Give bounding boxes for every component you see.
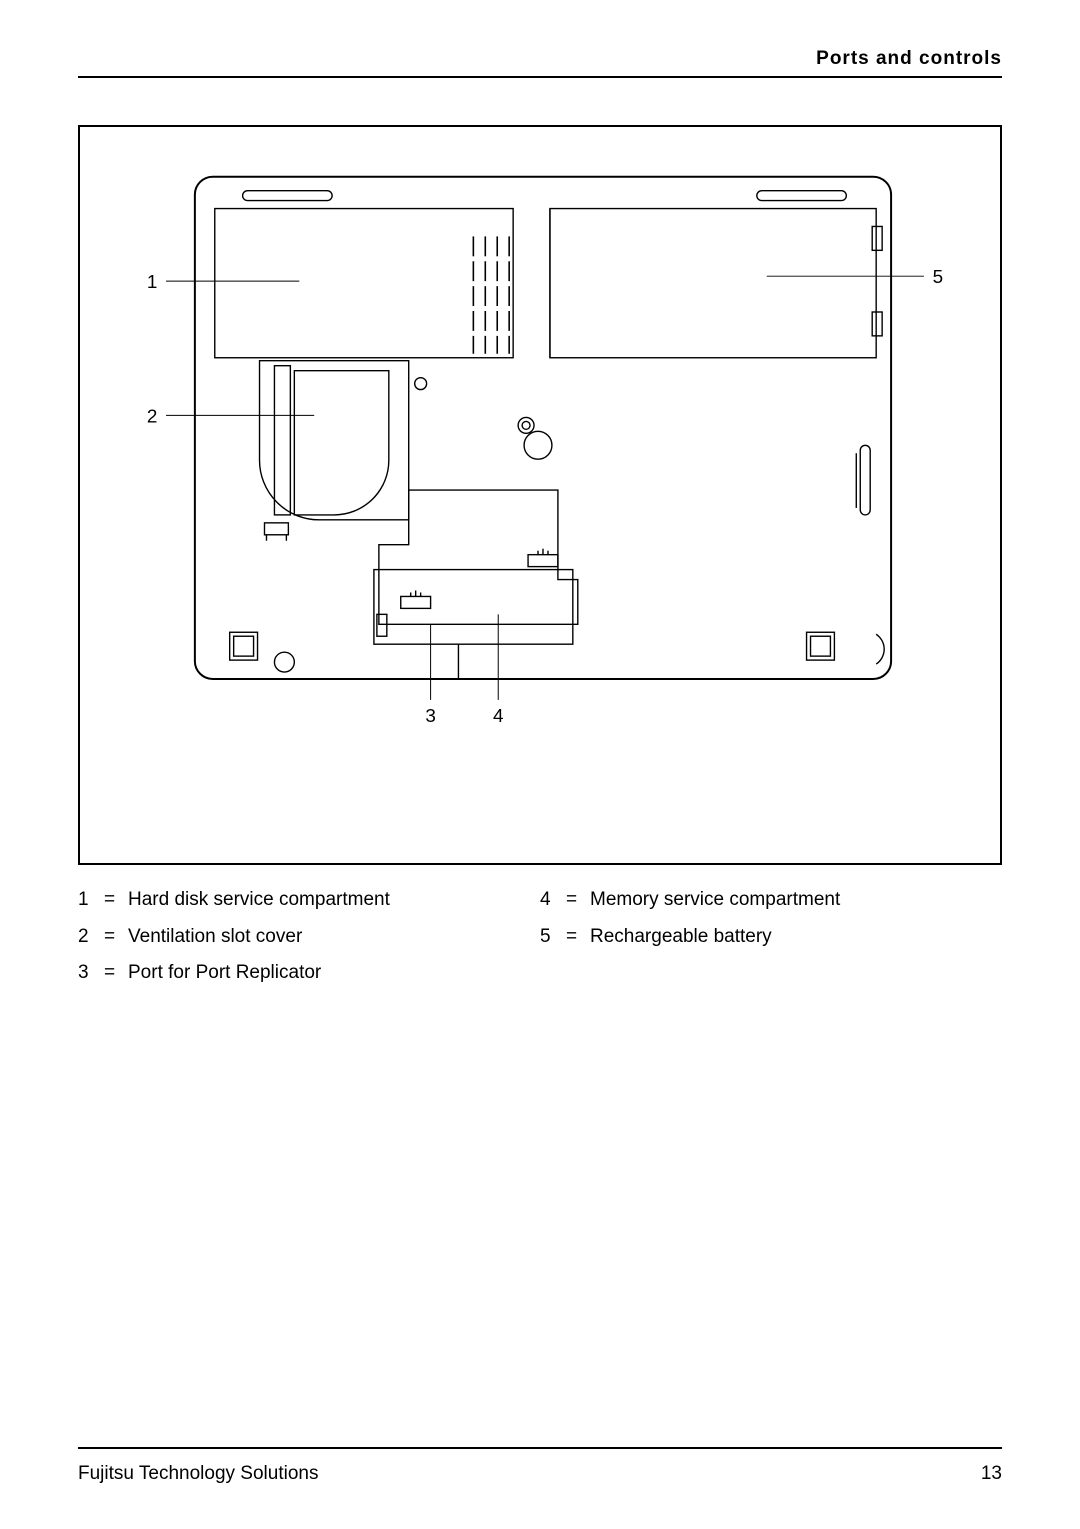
legend-number: 4	[540, 886, 566, 915]
legend-number: 1	[78, 886, 104, 915]
legend-equals: =	[566, 886, 590, 915]
legend-number: 5	[540, 923, 566, 952]
legend-text: Memory service compartment	[590, 886, 1002, 915]
legend-equals: =	[104, 959, 128, 988]
page-header: Ports and controls	[78, 48, 1002, 78]
legend-item: 2 = Ventilation slot cover	[78, 923, 540, 952]
page-footer: Fujitsu Technology Solutions 13	[78, 1447, 1002, 1485]
footer-company: Fujitsu Technology Solutions	[78, 1463, 318, 1485]
section-title: Ports and controls	[816, 48, 1002, 70]
legend-left-column: 1 = Hard disk service compartment 2 = Ve…	[78, 886, 540, 996]
legend-equals: =	[566, 923, 590, 952]
callout-4: 4	[493, 706, 504, 727]
legend-equals: =	[104, 886, 128, 915]
legend-text: Port for Port Replicator	[128, 959, 540, 988]
callout-5: 5	[933, 267, 944, 288]
legend-right-column: 4 = Memory service compartment 5 = Recha…	[540, 886, 1002, 996]
legend-equals: =	[104, 923, 128, 952]
legend: 1 = Hard disk service compartment 2 = Ve…	[78, 886, 1002, 996]
callout-1: 1	[147, 272, 158, 293]
legend-number: 3	[78, 959, 104, 988]
legend-item: 4 = Memory service compartment	[540, 886, 1002, 915]
callout-2: 2	[147, 406, 158, 427]
callout-3: 3	[425, 706, 436, 727]
laptop-underside-diagram: 1 2 3 4 5	[80, 127, 1000, 863]
legend-item: 5 = Rechargeable battery	[540, 923, 1002, 952]
legend-number: 2	[78, 923, 104, 952]
legend-text: Rechargeable battery	[590, 923, 1002, 952]
legend-item: 1 = Hard disk service compartment	[78, 886, 540, 915]
callout-numbers: 1 2 3 4 5	[147, 267, 943, 727]
legend-text: Ventilation slot cover	[128, 923, 540, 952]
legend-text: Hard disk service compartment	[128, 886, 540, 915]
diagram-frame: 1 2 3 4 5	[78, 125, 1002, 865]
page-number: 13	[981, 1463, 1002, 1485]
legend-item: 3 = Port for Port Replicator	[78, 959, 540, 988]
